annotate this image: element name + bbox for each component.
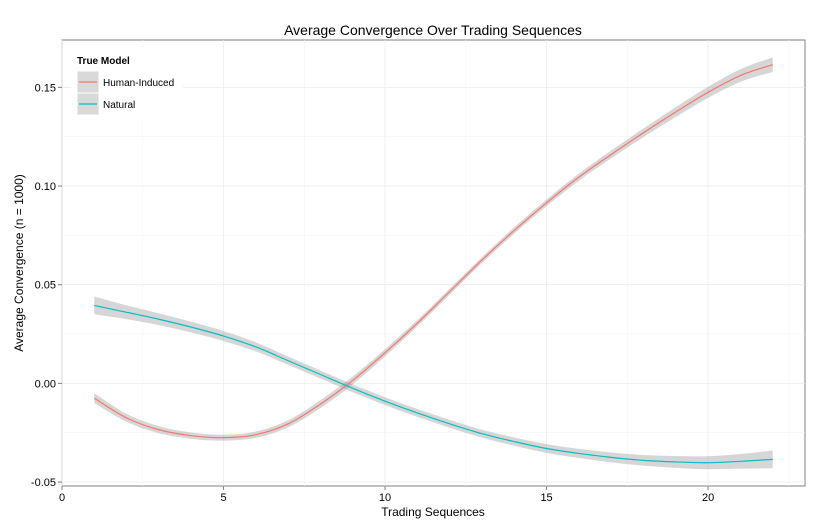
x-axis-title: Trading Sequences — [381, 505, 485, 519]
series-line-0 — [93, 64, 773, 439]
x-tick-label: 10 — [379, 492, 391, 504]
legend-items: Human-Induced Natural — [76, 70, 174, 116]
axes: 0 5 10 15 20 -0.05 0.00 0.05 0.10 0.15 — [31, 82, 714, 504]
confidence-band-0 — [94, 57, 773, 441]
y-tick-label: 0.05 — [35, 280, 56, 292]
y-tick-label: -0.05 — [31, 477, 56, 489]
y-axis-title: Average Convergence (n = 1000) — [12, 174, 26, 352]
confidence-bands — [94, 57, 773, 470]
legend-label: Natural — [103, 100, 135, 111]
x-tick-label: 5 — [220, 492, 226, 504]
legend-title: True Model — [77, 56, 130, 67]
series-lines — [93, 64, 773, 464]
legend: True Model Human-Induced Natural — [71, 49, 183, 119]
y-tick-label: 0.00 — [35, 378, 56, 390]
x-tick-label: 20 — [702, 492, 714, 504]
x-tick-label: 15 — [540, 492, 552, 504]
grid-lines — [61, 40, 805, 486]
y-tick-label: 0.15 — [35, 82, 56, 94]
panel-background — [61, 39, 806, 487]
y-tick-label: 0.10 — [35, 181, 56, 193]
series-line-1 — [94, 304, 773, 464]
legend-label: Human-Induced — [103, 78, 174, 89]
chart-title: Average Convergence Over Trading Sequenc… — [284, 22, 582, 38]
x-tick-label: 0 — [59, 492, 65, 504]
